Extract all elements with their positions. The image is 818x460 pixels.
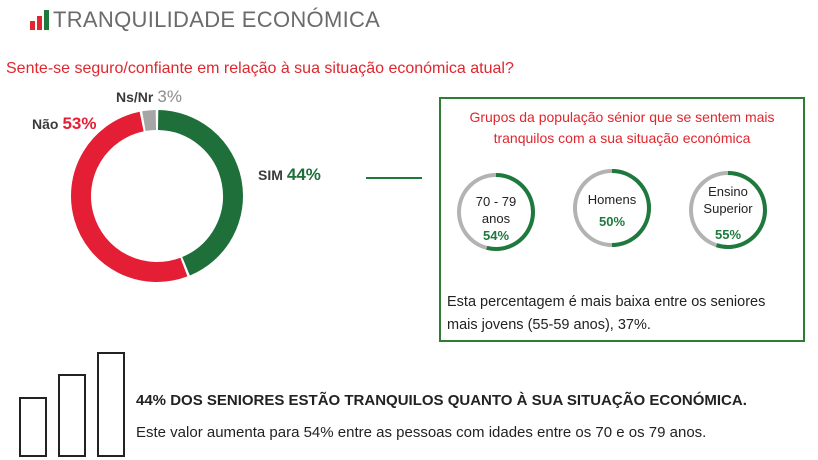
donut-slice-sim (157, 110, 243, 276)
bar-chart-logo-icon (30, 10, 49, 30)
donut-slice-no (71, 111, 188, 282)
slice-pct-nsnr: 3% (157, 87, 182, 106)
bottom-text: Este valor aumenta para 54% entre as pes… (136, 424, 707, 441)
group-ring-ensino-superior (689, 171, 767, 249)
group-label-ensino-superior: Ensino Superior (687, 183, 769, 217)
slice-label-nsnr: Ns/Nr 3% (116, 87, 182, 107)
page-title: TRANQUILIDADE ECONÓMICA (53, 7, 381, 32)
group-value-homens: 50% (598, 214, 626, 229)
group-circle-ensino-superior: Ensino Superior 55% (687, 169, 769, 251)
group-label-70-79: 70 - 79 anos (455, 193, 537, 227)
slice-name-nsnr: Ns/Nr (116, 89, 154, 105)
groups-box-note: Esta percentagem é mais baixa entre os s… (447, 291, 803, 337)
group-label-line: anos (481, 211, 511, 226)
survey-question: Sente-se seguro/confiante em relação à s… (6, 60, 514, 77)
ascending-bars-icon (19, 352, 125, 457)
slice-label-sim: SIM 44% (258, 165, 321, 185)
groups-box-title-line2: tranquilos com a sua situação económica (493, 130, 751, 146)
ring-value-arc (715, 171, 767, 249)
groups-box-title: Grupos da população sénior que se sentem… (441, 107, 803, 149)
ring-value-arc (611, 169, 651, 247)
ring-value-arc (486, 173, 535, 251)
group-circle-homens: Homens 50% (571, 167, 653, 249)
groups-box-title-line1: Grupos da população sénior que se sentem… (469, 109, 775, 125)
group-label-line: Ensino (708, 184, 748, 199)
connector-line (366, 177, 422, 179)
group-circle-70-79: 70 - 79 anos 54% (455, 171, 537, 253)
slice-name-sim: SIM (258, 167, 283, 183)
donut-slice-nsnr (142, 110, 157, 132)
group-label-line: 70 - 79 (475, 194, 517, 209)
group-ring-homens (573, 169, 651, 247)
groups-box: Grupos da população sénior que se sentem… (439, 97, 805, 342)
group-ring-70-79 (457, 173, 535, 251)
group-value-ensino-superior: 55% (714, 227, 742, 242)
group-label-homens: Homens (571, 191, 653, 208)
slice-name-nao: Não (32, 116, 59, 132)
group-label-line: Homens (587, 192, 637, 207)
slice-pct-sim: 44% (286, 165, 321, 184)
bottom-headline: 44% DOS SENIORES ESTÃO TRANQUILOS QUANTO… (136, 392, 747, 409)
groups-box-note-line2: mais jovens (55-59 anos), 37%. (447, 317, 651, 333)
group-value-70-79: 54% (482, 228, 510, 243)
page-header: TRANQUILIDADE ECONÓMICA (30, 6, 380, 34)
slice-label-nao: Não 53% (32, 114, 96, 134)
groups-box-note-line1: Esta percentagem é mais baixa entre os s… (447, 294, 766, 310)
slice-pct-nao: 53% (62, 114, 97, 133)
group-label-line: Superior (703, 201, 753, 216)
